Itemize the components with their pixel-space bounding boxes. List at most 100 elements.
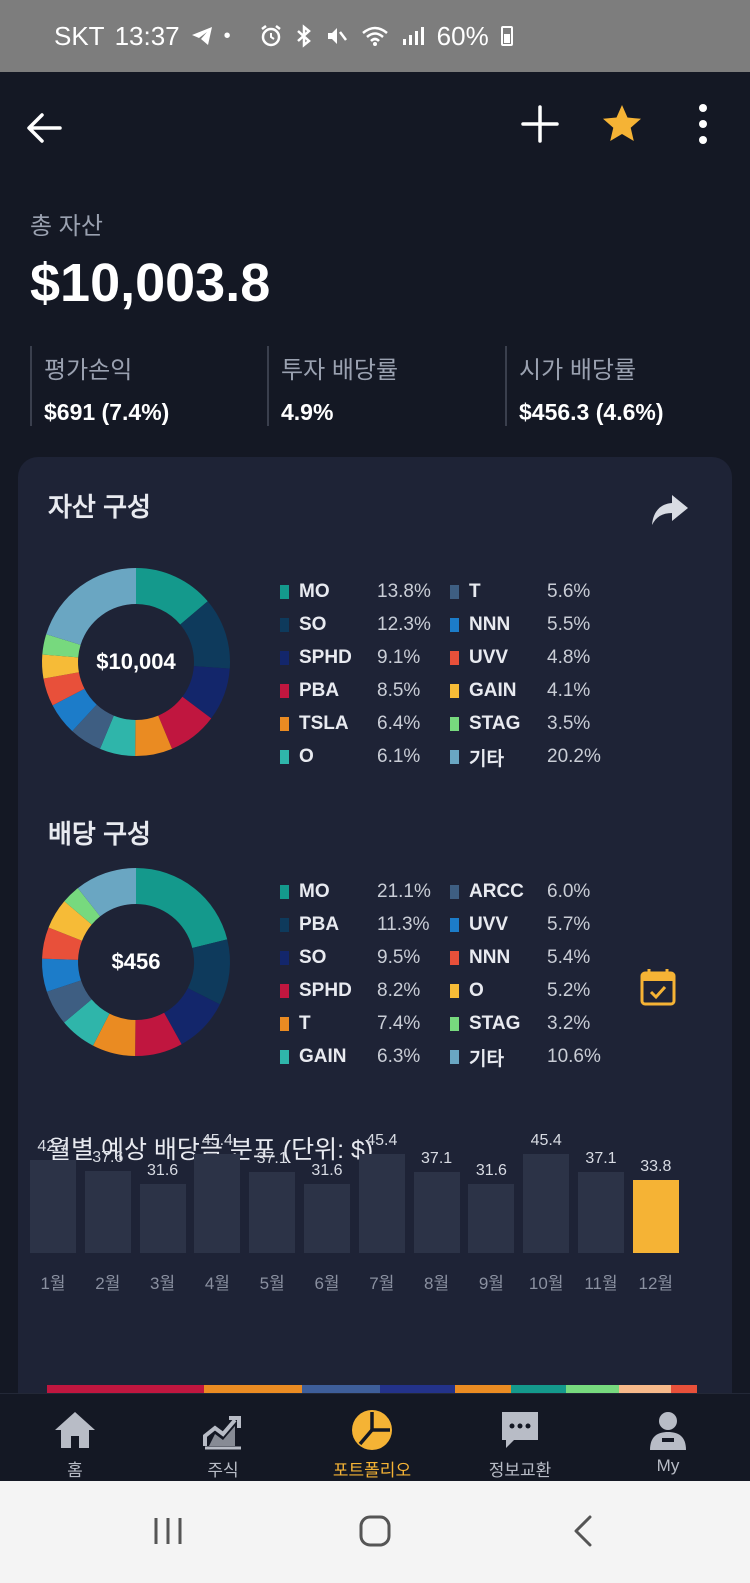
asset-composition-title: 자산 구성 [48,492,151,522]
nav-stocks[interactable]: 주식 [158,1394,288,1482]
more-options-icon[interactable] [688,102,718,146]
donut-slice [135,1012,182,1056]
month-label: 9월 [478,1274,504,1293]
month-bar[interactable] [578,1172,624,1253]
month-bar-value: 45.4 [201,1132,233,1149]
donut-slice [164,988,220,1045]
legend-name: PBA [299,914,340,935]
month-bar-value: 45.4 [366,1132,398,1149]
legend-name: SO [299,614,327,635]
month-bar[interactable] [304,1184,350,1253]
month-bar[interactable] [249,1172,296,1253]
carrier: SKT [54,20,105,51]
month-bar[interactable] [632,1180,679,1253]
legend-name: 기타 [469,748,504,770]
legend-percent: 21.1% [377,881,431,902]
legend-percent: 9.1% [377,647,421,668]
month-bar[interactable] [468,1184,515,1253]
asset-donut-chart [42,568,230,756]
dividend-donut-center: $456 [111,949,161,974]
legend-percent: 5.4% [547,947,591,968]
legend-percent: 20.2% [547,746,601,767]
dividend-color-strip [47,1385,697,1393]
month-bar[interactable] [194,1154,241,1253]
month-bar-value: 42.7 [37,1138,69,1155]
legend-percent: 12.3% [377,614,431,635]
month-bar[interactable] [30,1160,76,1253]
legend-name: T [299,1013,311,1034]
add-icon[interactable] [520,104,560,144]
legend-name: GAIN [469,680,517,701]
legend-name: NNN [469,614,511,635]
share-icon[interactable] [650,493,690,527]
month-bar-value: 37.1 [421,1150,453,1167]
legend-item: NNN 5.4% [450,943,590,973]
legend-swatch [280,585,289,599]
stat-value: $456.3 (4.6%) [519,399,664,425]
nav-community[interactable]: 정보교환 [455,1394,585,1482]
recent-apps-icon[interactable] [146,1509,190,1553]
month-bar[interactable] [413,1172,460,1253]
month-bar[interactable] [523,1154,570,1253]
total-assets-label: 총 자산 [30,213,103,240]
legend-swatch [280,885,289,899]
back-button-icon[interactable] [562,1509,606,1553]
legend-swatch [280,750,289,764]
pie-chart-icon [352,1410,392,1450]
color-strip-segment [380,1385,456,1393]
month-label: 8월 [424,1274,450,1293]
chat-icon [502,1412,538,1448]
stat-label: 시가 배당률 [519,357,637,384]
legend-name: UVV [469,914,509,935]
legend-percent: 6.3% [377,1046,421,1067]
legend-percent: 6.4% [377,713,421,734]
clock: 13:37 [114,20,180,51]
stat-profit-loss: 평가손익 $691 (7.4%) [30,346,169,426]
legend-name: SPHD [299,980,352,1001]
legend-percent: 4.8% [547,647,591,668]
donut-slice [135,715,173,756]
donut-slice [136,868,228,949]
dot-icon: • [223,24,231,47]
home-button-icon[interactable] [353,1509,397,1553]
month-bar[interactable] [139,1184,186,1253]
nav-portfolio[interactable]: 포트폴리오 [307,1394,437,1482]
legend-item: 기타 20.2% [450,742,601,772]
nav-label: 정보교환 [488,1461,552,1480]
dividend-donut-chart [42,868,230,1056]
month-bar[interactable] [358,1154,405,1253]
legend-item: SO 9.5% [280,943,420,973]
nav-home[interactable]: 홈 [10,1394,140,1482]
status-bar: SKT 13:37 • 60% [0,0,750,72]
star-icon[interactable] [600,102,644,146]
month-bar[interactable] [84,1171,131,1253]
legend-percent: 5.2% [547,980,591,1001]
asset-donut-center: $10,004 [96,649,176,674]
donut-slice [182,666,230,719]
nav-label: My [656,1456,680,1475]
legend-item: STAG 3.5% [450,709,590,739]
nav-my[interactable]: My [603,1394,733,1482]
back-arrow-icon[interactable] [24,108,64,148]
donut-slice [42,927,83,960]
legend-swatch [450,585,459,599]
month-label: 6월 [314,1274,340,1293]
legend-swatch [450,651,459,665]
month-label: 2월 [95,1274,121,1293]
legend-swatch [450,951,459,965]
legend-name: GAIN [299,1046,347,1067]
legend-percent: 6.1% [377,746,421,767]
legend-item: SPHD 9.1% [280,643,420,673]
donut-slice [64,999,110,1046]
donut-slice [93,1013,136,1056]
donut-slice [180,601,230,669]
legend-item: GAIN 6.3% [280,1042,420,1072]
month-label: 4월 [204,1274,230,1293]
month-bar-value: 31.6 [475,1162,507,1179]
stat-investment-yield: 투자 배당률 4.9% [267,346,398,426]
donut-slice [64,888,101,925]
calendar-icon[interactable] [640,968,676,1006]
nav-label: 포트폴리오 [332,1461,412,1480]
legend-name: ARCC [469,881,524,902]
legend-percent: 13.8% [377,581,431,602]
